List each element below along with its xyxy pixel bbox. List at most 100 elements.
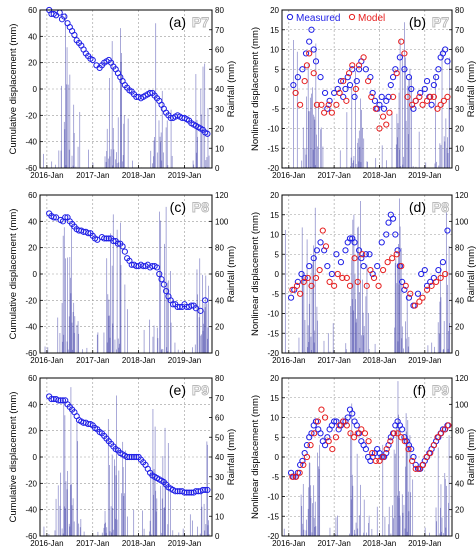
data-point	[346, 81, 354, 89]
y-tick-label: -15	[267, 512, 279, 521]
data-point	[204, 486, 211, 494]
y-tick-label: -20	[25, 111, 37, 120]
data-point	[404, 93, 411, 101]
data-point	[119, 243, 126, 250]
data-point	[121, 248, 128, 255]
data-point	[326, 97, 333, 104]
data-point	[353, 422, 360, 429]
y2-axis-label: Rainfall (mm)	[226, 61, 237, 117]
x-tick-label: 2016-Jan	[30, 539, 63, 548]
y-tick-label: -5	[272, 290, 280, 299]
data-point	[374, 263, 381, 270]
data-point	[421, 266, 428, 274]
data-point	[437, 101, 444, 108]
y2-tick-label: 40	[215, 296, 224, 305]
data-point	[340, 78, 347, 85]
y-tick-label: -15	[267, 329, 279, 338]
data-point	[416, 298, 423, 305]
y2-tick-label: 40	[215, 85, 224, 94]
y-tick-label: 20	[28, 427, 37, 436]
data-point	[444, 227, 451, 234]
data-point	[423, 453, 430, 461]
y2-tick-label: 10	[215, 512, 224, 521]
data-point	[339, 274, 346, 282]
data-point	[197, 307, 204, 314]
data-point	[313, 247, 321, 254]
data-point	[204, 130, 211, 137]
data-point	[407, 290, 414, 297]
data-point	[411, 302, 418, 309]
y2-tick-label: 30	[215, 473, 224, 482]
data-point	[354, 430, 361, 437]
data-point	[343, 422, 350, 429]
panel-a: -60 -40 -20 0 20 40 60 0 10 20 30 40 50 60 70 80 2016-Ja…	[8, 6, 237, 180]
y2-tick-label: 30	[455, 105, 464, 114]
data-point	[321, 442, 329, 449]
data-point	[176, 303, 183, 311]
y-tick-label: -15	[267, 144, 279, 153]
data-point	[289, 286, 296, 293]
data-point	[379, 266, 387, 274]
x-tick-label: 2018-Jan	[122, 356, 155, 365]
y2-tick-label: 20	[455, 323, 464, 332]
data-point	[421, 85, 428, 93]
data-point	[329, 446, 336, 453]
y2-axis-label: Rainfall (mm)	[466, 61, 476, 117]
data-point	[410, 453, 417, 461]
y-tick-label: -20	[25, 479, 37, 488]
data-point	[301, 274, 308, 282]
data-point	[409, 101, 416, 108]
y-tick-label: 20	[270, 374, 279, 383]
y2-tick-label: 70	[455, 26, 464, 35]
x-tick-label: 2017-Jan	[317, 356, 350, 365]
y-tick-label: 0	[33, 270, 38, 279]
data-point	[146, 89, 154, 97]
data-point	[303, 453, 311, 461]
y2-axis-label: Rainfall (mm)	[466, 429, 476, 485]
data-point	[310, 70, 317, 77]
data-point	[181, 489, 188, 496]
data-point	[355, 247, 363, 254]
y2-axis-label: Rainfall (mm)	[226, 246, 237, 302]
data-point	[292, 473, 300, 480]
data-point	[302, 50, 310, 57]
data-point	[337, 259, 345, 266]
data-point	[183, 489, 190, 496]
data-point	[128, 453, 135, 461]
data-point	[322, 243, 330, 250]
y-tick-label: 40	[28, 217, 37, 226]
y-tick-label: -60	[25, 164, 37, 173]
data-point	[423, 282, 431, 289]
data-point	[434, 434, 441, 441]
data-point	[85, 230, 92, 237]
data-point	[301, 78, 308, 85]
data-point	[358, 255, 365, 262]
y2-tick-label: 60	[455, 270, 464, 279]
data-point	[303, 62, 311, 69]
y2-tick-label: 30	[215, 105, 224, 114]
data-point	[316, 266, 323, 274]
y-axis-label: Nonlinear displacement (mm)	[250, 212, 261, 336]
data-point	[369, 449, 376, 457]
data-point	[349, 410, 356, 417]
x-tick-label: 2019-Jan	[168, 171, 201, 180]
point-id-label: P7	[432, 14, 449, 30]
data-point	[396, 54, 403, 61]
data-point	[416, 93, 423, 101]
data-point	[362, 66, 369, 73]
data-point	[349, 62, 356, 69]
rainfall-bars	[43, 387, 210, 536]
data-point	[401, 50, 408, 57]
data-point	[294, 278, 301, 285]
y2-tick-label: 20	[215, 323, 224, 332]
data-point	[437, 274, 444, 282]
data-point	[385, 219, 392, 226]
y-tick-label: 0	[33, 453, 38, 462]
data-point	[310, 255, 317, 262]
legend-marker-measured	[286, 13, 294, 21]
y2-tick-label: 0	[455, 532, 460, 541]
data-point	[324, 263, 331, 270]
data-point	[296, 469, 303, 476]
y2-tick-label: 0	[215, 349, 220, 358]
y2-tick-label: 10	[455, 144, 464, 153]
